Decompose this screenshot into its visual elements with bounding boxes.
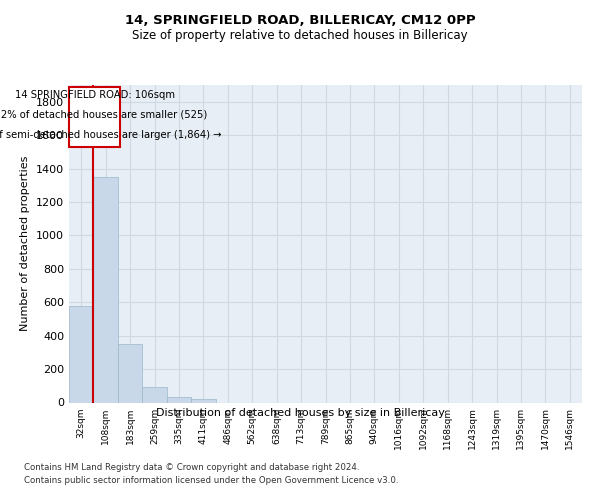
Bar xyxy=(142,388,167,402)
Text: Size of property relative to detached houses in Billericay: Size of property relative to detached ho… xyxy=(132,29,468,42)
Text: 78% of semi-detached houses are larger (1,864) →: 78% of semi-detached houses are larger (… xyxy=(0,130,221,140)
Bar xyxy=(94,177,118,402)
Text: Contains HM Land Registry data © Crown copyright and database right 2024.: Contains HM Land Registry data © Crown c… xyxy=(24,462,359,471)
Text: Contains public sector information licensed under the Open Government Licence v3: Contains public sector information licen… xyxy=(24,476,398,485)
Bar xyxy=(69,86,120,147)
Text: 14, SPRINGFIELD ROAD, BILLERICAY, CM12 0PP: 14, SPRINGFIELD ROAD, BILLERICAY, CM12 0… xyxy=(125,14,475,27)
Text: Distribution of detached houses by size in Billericay: Distribution of detached houses by size … xyxy=(155,408,445,418)
Text: 14 SPRINGFIELD ROAD: 106sqm: 14 SPRINGFIELD ROAD: 106sqm xyxy=(14,90,175,100)
Y-axis label: Number of detached properties: Number of detached properties xyxy=(20,156,31,332)
Bar xyxy=(69,306,94,402)
Text: ← 22% of detached houses are smaller (525): ← 22% of detached houses are smaller (52… xyxy=(0,110,207,120)
Bar xyxy=(167,398,191,402)
Bar xyxy=(191,399,215,402)
Bar xyxy=(118,344,142,403)
